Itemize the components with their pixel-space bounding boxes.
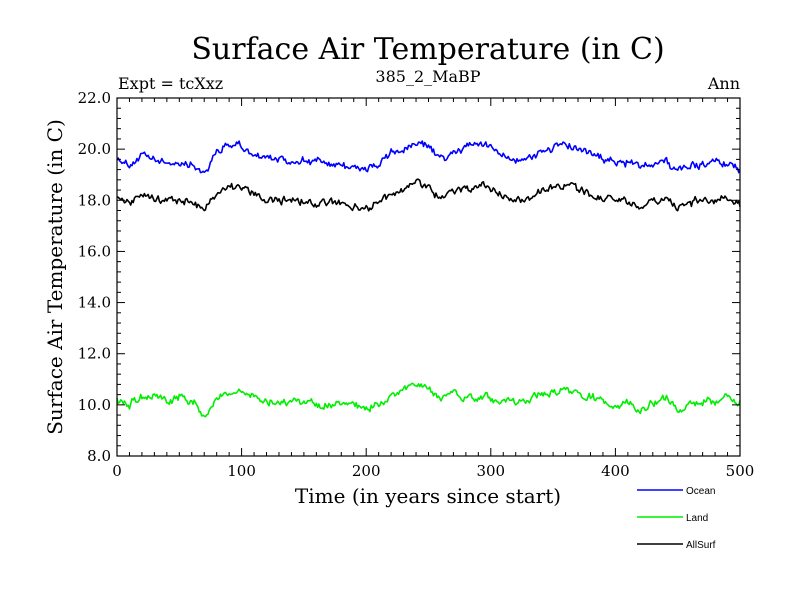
legend-label-allsurf: AllSurf — [686, 540, 716, 551]
y-tick-label: 16.0 — [78, 242, 111, 260]
chart-subtitle-center: 385_2_MaBP — [375, 67, 480, 86]
chart-title: Surface Air Temperature (in C) — [191, 32, 664, 67]
series-layer — [116, 140, 741, 418]
x-tick-label: 200 — [352, 462, 381, 480]
y-tick-label: 10.0 — [78, 396, 111, 414]
plot-frame — [116, 97, 741, 457]
chart-subtitle-right: Ann — [707, 74, 740, 93]
y-tick-label: 12.0 — [78, 345, 111, 363]
series-line-ocean — [116, 140, 741, 174]
x-tick-label: 100 — [227, 462, 256, 480]
legend-label-land: Land — [686, 513, 708, 524]
series-line-allsurf — [116, 178, 741, 212]
x-tick-label: 500 — [726, 462, 755, 480]
chart-subtitle-left: Expt = tcXxz — [118, 74, 223, 93]
y-axis-label: Surface Air Temperature (in C) — [43, 119, 67, 435]
y-tick-label: 8.0 — [87, 447, 111, 465]
legend-label-ocean: Ocean — [686, 486, 715, 497]
x-axis-label: Time (in years since start) — [295, 484, 561, 508]
series-line-land — [116, 382, 741, 418]
ticks-layer: 0 100 200 300 400 500 8.0 10.0 12.0 14.0 16.0 18.0 2… — [78, 89, 755, 480]
x-tick-label: 400 — [601, 462, 630, 480]
y-tick-label: 22.0 — [78, 89, 111, 107]
legend: Ocean Land AllSurf — [637, 486, 716, 551]
x-tick-label: 300 — [476, 462, 505, 480]
y-tick-label: 20.0 — [78, 140, 111, 158]
x-tick-label: 0 — [112, 462, 122, 480]
y-tick-label: 14.0 — [78, 294, 111, 312]
y-tick-label: 18.0 — [78, 191, 111, 209]
